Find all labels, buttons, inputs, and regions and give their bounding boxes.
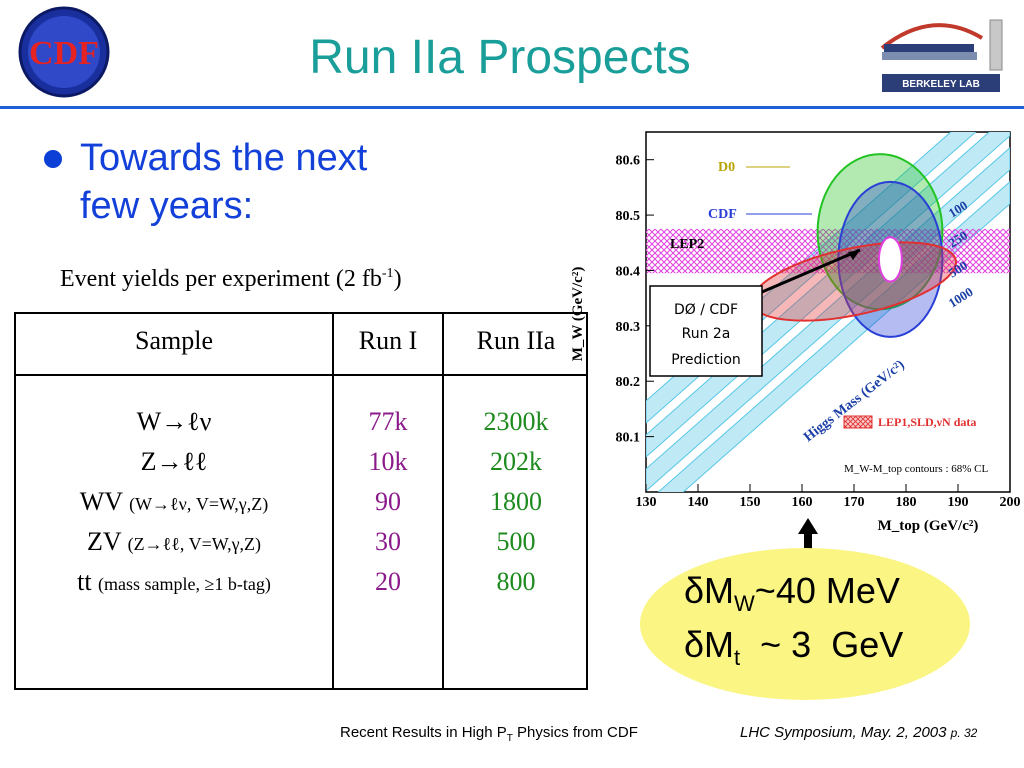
table-col-divider-1: [332, 314, 334, 688]
contour-note: M_W-M_top contours : 68% CL: [844, 463, 988, 475]
ellipse-label: D0: [718, 160, 735, 175]
table-row-run2a: 500: [496, 527, 536, 556]
table-row-run1: 90: [375, 487, 401, 516]
caption-suffix: ): [393, 266, 402, 292]
legend-text: LEP1,SLD,νN data: [878, 415, 976, 429]
ellipse-label: LEP2: [670, 237, 704, 252]
y-tick-label: 80.2: [616, 375, 641, 390]
table-row-sample: ZV (Z→ℓℓ, V=W,γ,Z): [86, 527, 262, 556]
table-row-run1: 20: [375, 567, 401, 596]
prediction-arrowhead: [848, 250, 860, 260]
table-row-run2a: 2300k: [483, 407, 549, 436]
ellipse-run-2a: [877, 236, 903, 283]
table-row-sample: Z→ℓℓ: [140, 447, 208, 476]
table-caption: Event yields per experiment (2 fb-1): [60, 266, 402, 293]
berkeley-lab-text: BERKELEY LAB: [902, 79, 980, 90]
x-tick-label: 180: [896, 495, 917, 510]
prediction-line-1: DØ / CDF: [674, 302, 738, 318]
bullet-line-1: Towards the next: [80, 137, 368, 179]
header-run2a: Run IIa: [476, 326, 556, 355]
table-row-run1: 77k: [368, 407, 408, 436]
header-run1: Run I: [358, 326, 418, 355]
x-tick-label: 140: [688, 495, 709, 510]
y-tick-label: 80.1: [616, 431, 641, 446]
table-row-run2a: 1800: [490, 487, 542, 516]
table-row-run1: 30: [375, 527, 401, 556]
caption-prefix: Event yields per experiment (2 fb: [60, 266, 382, 292]
footer-right: LHC Symposium, May. 2, 2003 p. 32: [740, 724, 978, 741]
prediction-line-3: Prediction: [671, 352, 741, 368]
bullet-text: Towards the next few years:: [80, 134, 460, 230]
callout-mt: δMt ~ 3 GeV: [684, 624, 904, 671]
table-row-sample: WV (W→ℓν, V=W,γ,Z): [79, 487, 269, 516]
bullet-dot: [44, 150, 62, 168]
y-tick-label: 80.6: [616, 154, 641, 169]
berkeley-lab-logo: BERKELEY LAB: [880, 19, 1003, 92]
yield-table: Sample Run I Run IIa W→ℓν 77k 2300k Z→ℓℓ…: [14, 312, 588, 690]
table-row-sample: tt (mass sample, ≥1 b-tag): [77, 567, 271, 596]
x-tick-label: 170: [844, 495, 865, 510]
prediction-arrow: [761, 248, 861, 294]
table-row-run2a: 202k: [490, 447, 542, 476]
legend-swatch: [843, 415, 873, 429]
table-header-divider: [16, 374, 586, 376]
ellipse-label: CDF: [708, 207, 737, 222]
table-col-divider-2: [442, 314, 444, 688]
callout-mw: δMW~40 MeV: [684, 570, 900, 617]
x-tick-label: 200: [1000, 495, 1021, 510]
uncertainty-callout: δMW~40 MeV δMt ~ 3 GeV: [640, 548, 970, 700]
title-divider: [0, 106, 1024, 109]
table-row-run1: 10k: [368, 447, 408, 476]
x-tick-label: 190: [948, 495, 969, 510]
bullet-line-2: few years:: [80, 185, 254, 227]
table-row-sample: W→ℓν: [136, 407, 212, 436]
cdf-logo: CDF: [18, 6, 110, 98]
cdf-logo-text: CDF: [29, 35, 99, 72]
y-axis-label: M_W (GeV/c²): [570, 267, 586, 362]
x-tick-label: 130: [636, 495, 657, 510]
header-sample: Sample: [135, 326, 213, 355]
table-row-run2a: 800: [496, 567, 536, 596]
page-title: Run IIa Prospects: [309, 31, 691, 84]
prediction-line-2: Run 2a: [682, 326, 731, 342]
prediction-box: [649, 285, 763, 377]
footer-center: Recent Results in High PT Physics from C…: [340, 724, 638, 744]
y-tick-label: 80.5: [616, 209, 641, 224]
x-tick-label: 150: [740, 495, 761, 510]
x-tick-label: 160: [792, 495, 813, 510]
y-tick-label: 80.4: [616, 264, 641, 279]
page-number: p. 32: [950, 726, 978, 740]
caption-sup: -1: [381, 266, 394, 281]
x-axis-label: M_top (GeV/c²): [878, 518, 979, 534]
y-tick-label: 80.3: [616, 320, 641, 335]
